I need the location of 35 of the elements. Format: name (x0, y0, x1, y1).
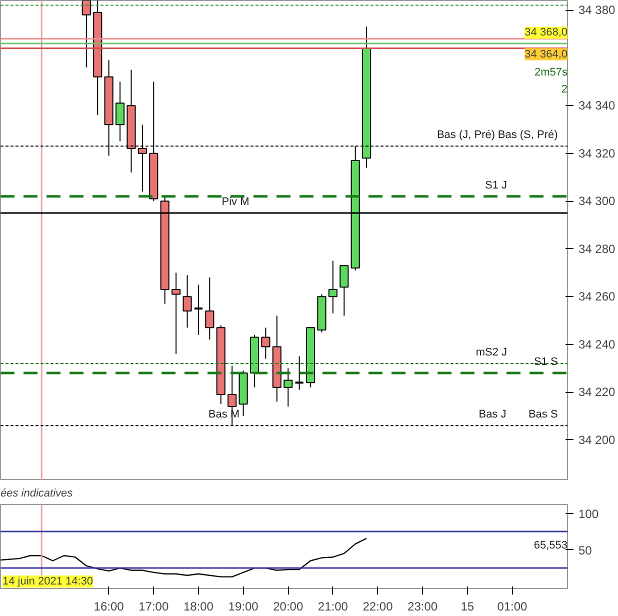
annotation: 2m57s (534, 66, 568, 78)
ref-line-label: 14 juin 2021 14:30 (2, 576, 94, 588)
annotation: Bas (J, Pré) (436, 129, 496, 142)
annotation: Bas S (528, 408, 558, 421)
annotation: Bas (S, Pré) (498, 129, 558, 142)
y-tick-label: 34 380 (578, 3, 616, 18)
x-tick-label: 20:00 (273, 600, 304, 614)
y-tick-label: 34 260 (578, 290, 616, 304)
y-tick-label: 34 240 (578, 337, 616, 352)
x-tick-label: 19:00 (228, 600, 259, 614)
chart-title: ées indicatives (0, 488, 74, 500)
annotation: 2 (561, 84, 568, 96)
x-tick-label: 22:00 (362, 600, 394, 614)
y-tick-label: 100 (578, 506, 599, 521)
annotation: Bas J (478, 408, 506, 421)
x-tick-label: 18:00 (183, 600, 214, 614)
y-tick-label: 50 (578, 543, 592, 558)
x-tick-label: 15 (460, 600, 474, 614)
x-tick-label: 01:00 (497, 600, 528, 614)
x-tick-label: 23:00 (408, 600, 438, 614)
y-tick-label: 34 300 (578, 194, 616, 208)
y-tick-label: 34 220 (578, 385, 616, 400)
annotation: 65,553 (534, 540, 568, 552)
y-tick-label: 34 320 (578, 146, 616, 160)
x-tick-label: 21:00 (318, 600, 348, 614)
annotation: mS2 J (476, 346, 508, 358)
ref-line-label: 34 368,0 (524, 26, 568, 39)
x-tick-label: 16:00 (94, 600, 124, 614)
annotation: Piv M (222, 196, 250, 208)
y-tick-label: 34 200 (578, 432, 616, 447)
y-tick-label: 34 280 (578, 242, 616, 256)
ref-line-label: 34 364,0 (524, 48, 568, 60)
annotation: S1 J (484, 179, 507, 192)
y-tick-label: 34 340 (578, 98, 616, 113)
x-tick-label: 17:00 (138, 600, 169, 614)
